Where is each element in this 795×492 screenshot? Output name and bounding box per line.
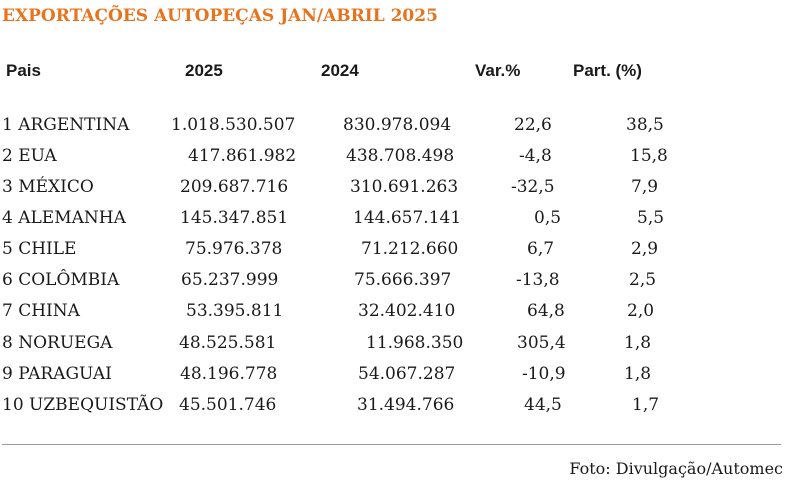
cell-2025: 65.237.999 [181, 270, 279, 290]
page-title: EXPORTAÇÕES AUTOPEÇAS JAN/ABRIL 2025 [2, 6, 438, 26]
cell-2024: 75.666.397 [354, 270, 452, 290]
cell-part: 1,8 [624, 333, 652, 353]
cell-2025: 53.395.811 [186, 301, 284, 321]
cell-2024: 11.968.350 [366, 333, 464, 353]
header-part: Part. (%) [573, 61, 642, 80]
cell-2025: 1.018.530.507 [171, 115, 296, 135]
cell-part: 2,0 [627, 301, 655, 321]
cell-country: 3 MÉXICO [2, 177, 94, 197]
cell-part: 1,7 [632, 395, 660, 415]
cell-var: 305,4 [517, 333, 566, 353]
header-2024: 2024 [321, 61, 359, 80]
cell-2025: 48.525.581 [179, 333, 277, 353]
photo-credit: Foto: Divulgação/Automec [569, 459, 783, 478]
table-row: 3 MÉXICO 209.687.716 310.691.263 -32,5 7… [0, 177, 795, 201]
cell-country: 9 PARAGUAI [2, 364, 112, 384]
table-row: 2 EUA 417.861.982 438.708.498 -4,8 15,8 [0, 146, 795, 170]
cell-2025: 45.501.746 [179, 395, 277, 415]
cell-2025: 48.196.778 [180, 364, 278, 384]
cell-2024: 31.494.766 [357, 395, 455, 415]
cell-country: 4 ALEMANHA [2, 208, 126, 228]
cell-2025: 75.976.378 [185, 239, 283, 259]
cell-2025: 209.687.716 [180, 177, 289, 197]
cell-var: -4,8 [519, 146, 552, 166]
cell-2024: 144.657.141 [353, 208, 462, 228]
cell-country: 10 UZBEQUISTÃO [2, 395, 164, 415]
cell-part: 1,8 [624, 364, 652, 384]
cell-2024: 830.978.094 [343, 115, 452, 135]
header-country: Pais [6, 61, 41, 80]
cell-country: 5 CHILE [2, 239, 77, 259]
table-row: 5 CHILE 75.976.378 71.212.660 6,7 2,9 [0, 239, 795, 263]
cell-var: 6,7 [527, 239, 555, 259]
table-row: 6 COLÔMBIA 65.237.999 75.666.397 -13,8 2… [0, 270, 795, 294]
cell-2024: 32.402.410 [358, 301, 456, 321]
cell-var: 22,6 [514, 115, 552, 135]
cell-part: 2,5 [629, 270, 657, 290]
table-row: 4 ALEMANHA 145.347.851 144.657.141 0,5 5… [0, 208, 795, 232]
table-row: 7 CHINA 53.395.811 32.402.410 64,8 2,0 [0, 301, 795, 325]
table-row: 9 PARAGUAI 48.196.778 54.067.287 -10,9 1… [0, 364, 795, 388]
header-2025: 2025 [185, 61, 223, 80]
cell-part: 5,5 [637, 208, 665, 228]
cell-part: 38,5 [626, 115, 664, 135]
cell-2024: 438.708.498 [346, 146, 455, 166]
table-row: 1 ARGENTINA 1.018.530.507 830.978.094 22… [0, 115, 795, 139]
cell-country: 6 COLÔMBIA [2, 270, 120, 290]
cell-var: 64,8 [527, 301, 565, 321]
cell-part: 15,8 [630, 146, 668, 166]
cell-country: 2 EUA [2, 146, 57, 166]
cell-2024: 310.691.263 [350, 177, 459, 197]
cell-part: 2,9 [631, 239, 659, 259]
cell-2024: 71.212.660 [361, 239, 459, 259]
cell-var: -13,8 [516, 270, 560, 290]
cell-2025: 417.861.982 [188, 146, 297, 166]
cell-part: 7,9 [631, 177, 659, 197]
table-row: 10 UZBEQUISTÃO 45.501.746 31.494.766 44,… [0, 395, 795, 419]
cell-var: 0,5 [534, 208, 562, 228]
header-var: Var.% [475, 61, 521, 80]
cell-country: 1 ARGENTINA [2, 115, 130, 135]
cell-var: 44,5 [524, 395, 562, 415]
cell-2025: 145.347.851 [180, 208, 289, 228]
cell-var: -10,9 [522, 364, 566, 384]
cell-2024: 54.067.287 [358, 364, 456, 384]
cell-country: 8 NORUEGA [2, 333, 113, 353]
table-row: 8 NORUEGA 48.525.581 11.968.350 305,4 1,… [0, 333, 795, 357]
cell-var: -32,5 [511, 177, 555, 197]
divider [2, 444, 781, 445]
cell-country: 7 CHINA [2, 301, 80, 321]
